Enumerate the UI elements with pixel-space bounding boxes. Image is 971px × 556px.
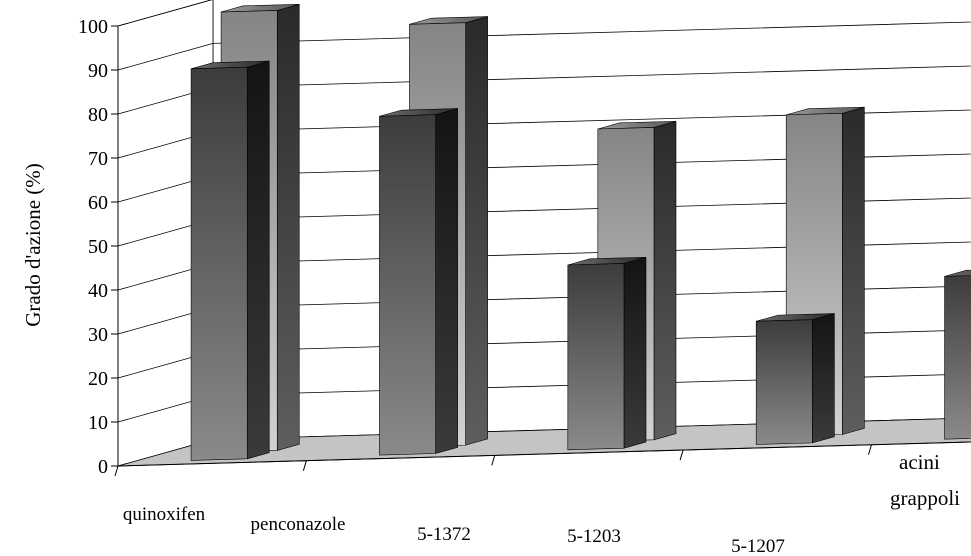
- chart-axes: [111, 25, 971, 477]
- gridline: [117, 21, 971, 71]
- y-tick-label: 100: [78, 16, 108, 38]
- bar-front: [190, 66, 248, 461]
- bar-side: [276, 3, 300, 451]
- x-axis-line: [117, 441, 971, 467]
- x-tick: [868, 444, 872, 455]
- y-tick-label: 60: [88, 192, 108, 214]
- x-tick: [302, 460, 307, 471]
- category-label-0: quinoxifen: [123, 504, 206, 525]
- y-tick-label: 20: [88, 368, 108, 390]
- x-tick: [491, 455, 496, 466]
- bar-grappoli-1: [379, 108, 458, 456]
- y-tick-label: 30: [88, 324, 108, 346]
- bar-top: [944, 269, 971, 277]
- bar-side: [465, 16, 488, 446]
- gridline: [117, 0, 213, 27]
- category-label-1: penconazole: [251, 514, 346, 535]
- bar-side: [435, 108, 458, 454]
- bar-grappoli-4: [944, 269, 971, 440]
- y-tick-label: 70: [88, 148, 108, 170]
- series-label-grappoli: grappoli: [890, 486, 960, 510]
- y-tick-label: 80: [88, 104, 108, 126]
- x-tick: [114, 465, 119, 477]
- series-grappoli-bars: [190, 60, 971, 461]
- bar-front: [944, 275, 971, 440]
- bar-front: [755, 319, 813, 445]
- y-tick-label: 10: [88, 412, 108, 434]
- x-tick: [679, 449, 684, 461]
- bar-side: [653, 120, 677, 441]
- y-tick-label: 40: [88, 280, 108, 302]
- bar-side: [246, 60, 270, 460]
- bar-front: [379, 114, 436, 456]
- y-tick-label: 0: [98, 456, 108, 478]
- y-tick-label: 50: [88, 236, 108, 258]
- series-label-acini: acini: [899, 450, 940, 474]
- bar-side: [623, 256, 647, 449]
- y-axis-label: Grado d'azione (%): [21, 163, 45, 327]
- bar-front: [567, 263, 625, 451]
- bar-side: [812, 313, 835, 444]
- chart-labels: 0 10 20 30 40 50 60 70 80 90 100 quinoxifen penconaz…: [78, 16, 960, 556]
- y-tick-label: 90: [88, 60, 108, 82]
- category-label-4: 5-1207: [731, 536, 785, 556]
- category-label-3: 5-1203: [567, 526, 621, 547]
- bar-grappoli-3: [755, 313, 835, 445]
- category-label-2: 5-1372: [417, 524, 471, 545]
- bar-grappoli-0: [190, 60, 270, 461]
- bar-side: [842, 106, 865, 435]
- bar-grappoli-2: [567, 256, 647, 451]
